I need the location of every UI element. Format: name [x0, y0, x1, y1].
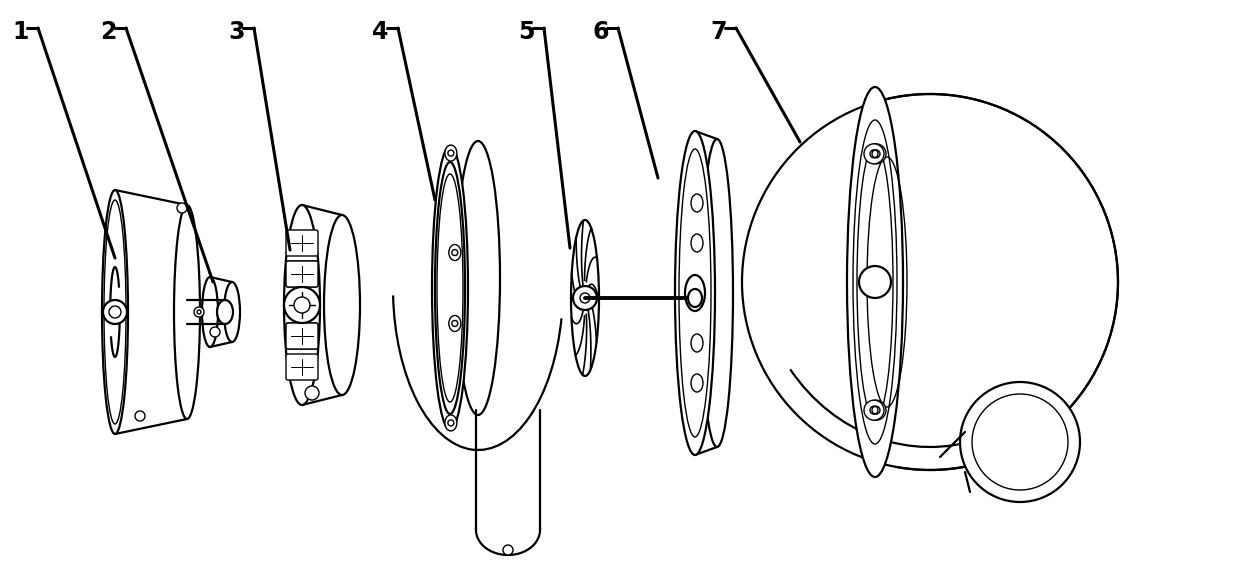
Ellipse shape — [684, 275, 706, 311]
Circle shape — [451, 249, 458, 256]
Circle shape — [193, 307, 205, 317]
Circle shape — [866, 400, 887, 420]
Text: 5: 5 — [518, 20, 534, 44]
Text: 4: 4 — [372, 20, 388, 44]
Circle shape — [177, 203, 187, 213]
FancyBboxPatch shape — [286, 323, 317, 349]
Text: 1: 1 — [12, 20, 29, 44]
Ellipse shape — [432, 146, 467, 430]
Polygon shape — [694, 131, 717, 455]
Ellipse shape — [174, 205, 200, 419]
Circle shape — [103, 300, 126, 324]
Ellipse shape — [691, 234, 703, 252]
Ellipse shape — [284, 205, 320, 405]
Circle shape — [135, 411, 145, 421]
FancyBboxPatch shape — [286, 261, 317, 287]
Circle shape — [448, 150, 454, 156]
FancyBboxPatch shape — [286, 354, 317, 380]
Polygon shape — [303, 205, 342, 405]
Circle shape — [859, 266, 892, 298]
Circle shape — [742, 94, 1118, 470]
Ellipse shape — [675, 131, 715, 455]
Ellipse shape — [701, 139, 733, 447]
Ellipse shape — [445, 415, 456, 431]
Circle shape — [864, 400, 884, 420]
Ellipse shape — [847, 87, 903, 477]
Circle shape — [448, 420, 454, 426]
Ellipse shape — [691, 374, 703, 392]
Polygon shape — [115, 190, 187, 434]
Circle shape — [294, 297, 310, 313]
Ellipse shape — [102, 190, 128, 434]
Text: 7: 7 — [711, 20, 727, 44]
FancyBboxPatch shape — [286, 261, 317, 287]
Ellipse shape — [449, 245, 461, 260]
Ellipse shape — [456, 141, 500, 415]
Text: 2: 2 — [100, 20, 117, 44]
Circle shape — [960, 382, 1080, 502]
Circle shape — [867, 272, 887, 292]
Ellipse shape — [449, 316, 461, 331]
Circle shape — [503, 545, 513, 555]
FancyBboxPatch shape — [286, 230, 317, 256]
Ellipse shape — [324, 215, 360, 395]
FancyBboxPatch shape — [286, 323, 317, 349]
Circle shape — [573, 286, 596, 310]
Ellipse shape — [217, 300, 233, 324]
Text: 3: 3 — [228, 20, 244, 44]
Ellipse shape — [688, 289, 702, 307]
Circle shape — [864, 144, 884, 164]
Circle shape — [866, 144, 887, 164]
Ellipse shape — [202, 277, 218, 347]
Ellipse shape — [224, 282, 241, 342]
Circle shape — [284, 287, 320, 323]
Ellipse shape — [691, 194, 703, 212]
Ellipse shape — [445, 145, 456, 161]
Text: 6: 6 — [591, 20, 609, 44]
Circle shape — [451, 320, 458, 327]
Polygon shape — [210, 277, 232, 347]
Circle shape — [210, 327, 219, 337]
Circle shape — [197, 310, 201, 314]
Circle shape — [580, 293, 590, 303]
Ellipse shape — [691, 334, 703, 352]
Circle shape — [305, 386, 319, 400]
